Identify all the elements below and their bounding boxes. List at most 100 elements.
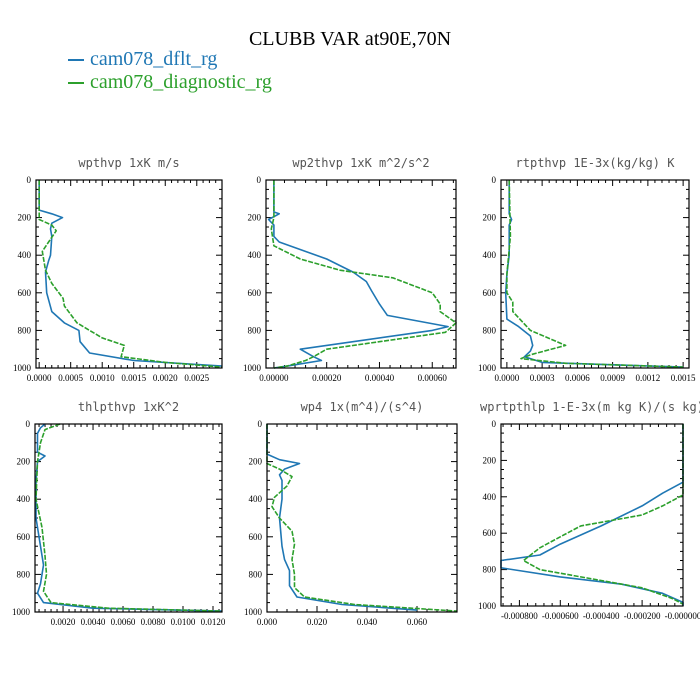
y-tick-label: 1000 <box>243 363 262 373</box>
y-tick-label: 200 <box>17 457 31 467</box>
x-tick-label: 0.00040 <box>365 373 395 383</box>
y-tick-label: 400 <box>249 494 263 504</box>
y-tick-label: 200 <box>18 213 32 223</box>
y-tick-label: 0 <box>492 419 497 429</box>
y-tick-label: 200 <box>249 457 263 467</box>
panel-2: wp2thvp 1xK m^2/s^2020040060080010000.00… <box>243 156 457 383</box>
y-tick-label: 0 <box>257 175 262 185</box>
x-tick-label: 0.060 <box>407 617 428 627</box>
x-tick-label: 0.0020 <box>51 617 76 627</box>
plot-frame <box>500 179 690 369</box>
x-tick-label: -0.000400 <box>583 611 620 621</box>
plot-frame <box>266 423 458 613</box>
y-tick-label: 0 <box>26 419 31 429</box>
x-tick-label: 0.0000 <box>27 373 52 383</box>
x-tick-label: 0.0015 <box>671 373 696 383</box>
panel-title: rtpthvp 1E-3x(kg/kg) K <box>516 156 676 170</box>
x-tick-label: 0.0006 <box>565 373 590 383</box>
y-tick-label: 600 <box>17 532 31 542</box>
y-tick-label: 600 <box>483 288 497 298</box>
x-tick-label: 0.0015 <box>121 373 146 383</box>
y-tick-label: 800 <box>483 565 497 575</box>
x-tick-label: -0.000200 <box>624 611 661 621</box>
y-tick-label: 1000 <box>244 607 263 617</box>
y-tick-label: 1000 <box>13 363 32 373</box>
y-tick-label: 1000 <box>478 363 497 373</box>
x-tick-label: -0.000600 <box>542 611 579 621</box>
series-line-diagnostic <box>270 180 457 369</box>
y-tick-label: 1000 <box>478 601 497 611</box>
series-line-diagnostic <box>38 180 223 368</box>
plot-frame <box>34 423 223 613</box>
y-tick-label: 800 <box>18 325 32 335</box>
y-tick-label: 400 <box>248 250 262 260</box>
panel-title: wprtpthlp 1-E-3x(m kg K)/(s kg) <box>480 400 700 414</box>
x-tick-label: 0.0009 <box>600 373 625 383</box>
x-tick-label: 0.00000 <box>259 373 289 383</box>
y-tick-label: 800 <box>483 325 497 335</box>
x-tick-label: -0.000000 <box>665 611 700 621</box>
x-tick-label: 0.0100 <box>171 617 196 627</box>
figure-title: CLUBB VAR at90E,70N <box>248 28 452 50</box>
y-tick-label: 600 <box>18 288 32 298</box>
series-line-dflt <box>35 423 223 612</box>
series-line-dflt <box>266 424 418 611</box>
panel-3: rtpthvp 1E-3x(kg/kg) K020040060080010000… <box>478 156 696 383</box>
x-tick-label: 0.000 <box>257 617 278 627</box>
panel-4: thlpthvp 1xK^2 0 200 400 600 800 1000 0.0020 0.0… <box>12 400 226 627</box>
x-tick-label: 0.0060 <box>111 617 136 627</box>
x-tick-label: -0.000800 <box>501 611 538 621</box>
y-tick-label: 0 <box>492 175 497 185</box>
x-tick-label: 0.0025 <box>184 373 209 383</box>
x-tick-label: 0.0000 <box>495 373 520 383</box>
series-line-diagnostic <box>266 424 458 612</box>
panel-title: wpthvp 1xK m/s <box>78 156 179 170</box>
y-tick-label: 800 <box>249 569 263 579</box>
plot-frame <box>500 423 684 607</box>
legend-line-icon <box>68 82 84 85</box>
y-tick-label: 600 <box>249 532 263 542</box>
y-tick-label: 1000 <box>12 607 31 617</box>
y-tick-label: 200 <box>248 213 262 223</box>
y-tick-label: 600 <box>248 288 262 298</box>
plot-frame <box>265 179 457 369</box>
y-tick-label: 800 <box>248 325 262 335</box>
x-tick-label: 0.020 <box>307 617 328 627</box>
series-line-dflt <box>500 424 684 606</box>
series-line-dflt <box>267 180 449 369</box>
y-tick-label: 200 <box>483 455 497 465</box>
legend-entry-diagnostic: cam078_diagnostic_rg <box>68 71 272 94</box>
y-tick-label: 400 <box>17 494 31 504</box>
legend-label: cam078_dflt_rg <box>90 48 218 70</box>
panel-6: wprtpthlp 1-E-3x(m kg K)/(s kg) 0 200 400 60… <box>478 400 700 621</box>
x-tick-label: 0.0005 <box>58 373 83 383</box>
x-tick-label: 0.0012 <box>636 373 661 383</box>
series-line-diagnostic <box>35 423 223 612</box>
y-tick-label: 0 <box>27 175 32 185</box>
panel-title: wp2thvp 1xK m^2/s^2 <box>292 156 429 170</box>
legend-line-icon <box>68 59 84 62</box>
x-tick-label: 0.0010 <box>90 373 115 383</box>
x-tick-label: 0.0020 <box>153 373 178 383</box>
plot-frame <box>35 179 223 369</box>
legend-label: cam078_diagnostic_rg <box>90 71 272 93</box>
y-tick-label: 800 <box>17 569 31 579</box>
x-tick-label: 0.0080 <box>141 617 166 627</box>
series-line-diagnostic <box>522 424 684 605</box>
x-tick-label: 0.00060 <box>418 373 448 383</box>
y-tick-label: 400 <box>483 492 497 502</box>
panel-title: thlpthvp 1xK^2 <box>78 400 179 414</box>
series-line-diagnostic <box>506 179 684 368</box>
x-tick-label: 0.0040 <box>81 617 106 627</box>
x-tick-label: 0.040 <box>357 617 378 627</box>
x-tick-label: 0.0120 <box>201 617 226 627</box>
legend-entry-dflt: cam078_dflt_rg <box>68 48 217 71</box>
y-tick-label: 400 <box>18 250 32 260</box>
x-tick-label: 0.00020 <box>312 373 342 383</box>
y-tick-label: 0 <box>258 419 263 429</box>
series-line-dflt <box>38 180 223 367</box>
